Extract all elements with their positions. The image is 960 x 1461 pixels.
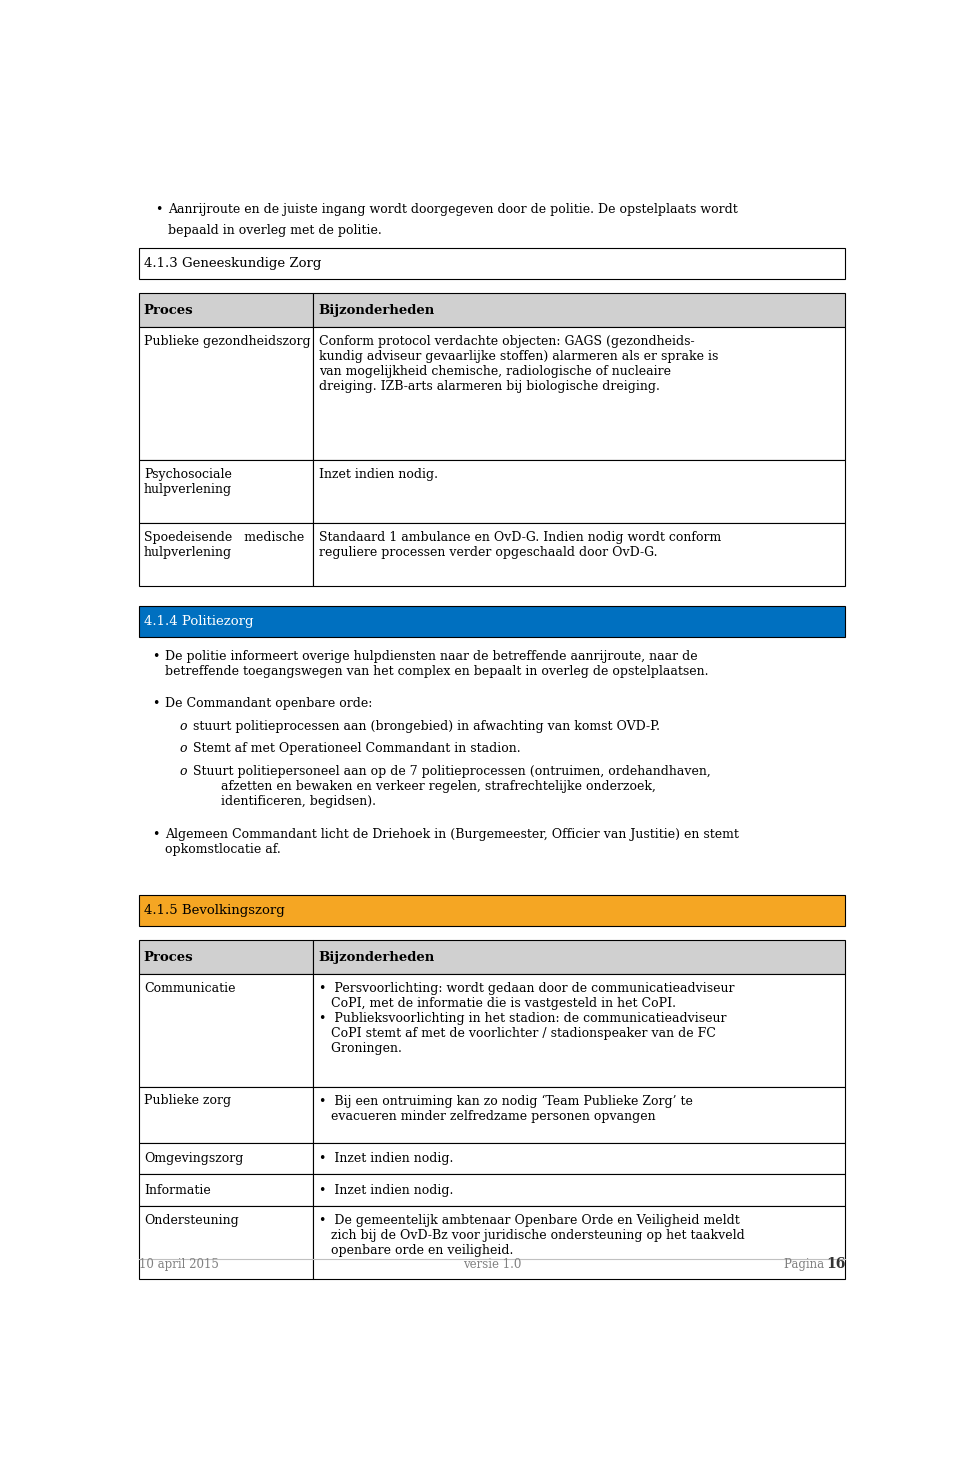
Text: Informatie: Informatie [144, 1183, 210, 1197]
Text: •  Inzet indien nodig.: • Inzet indien nodig. [319, 1183, 453, 1197]
Text: Inzet indien nodig.: Inzet indien nodig. [319, 468, 438, 481]
Text: Stuurt politiepersoneel aan op de 7 politieprocessen (ontruimen, ordehandhaven,
: Stuurt politiepersoneel aan op de 7 poli… [193, 764, 710, 808]
Text: Conform protocol verdachte objecten: GAGS (gezondheids-
kundig adviseur gevaarli: Conform protocol verdachte objecten: GAG… [319, 335, 718, 393]
Bar [313, 941, 846, 974]
Text: Psychosociale
hulpverlening: Psychosociale hulpverlening [144, 468, 232, 495]
Bar [313, 1175, 846, 1205]
Bar [313, 460, 846, 523]
Text: Pagina: Pagina [784, 1258, 832, 1271]
Text: Algemeen Commandant licht de Driehoek in (Burgemeester, Officier van Justitie) e: Algemeen Commandant licht de Driehoek in… [165, 828, 739, 856]
Text: Bijzonderheden: Bijzonderheden [319, 304, 435, 317]
Bar [138, 460, 313, 523]
Bar [138, 1205, 313, 1278]
Text: •: • [155, 203, 162, 216]
Bar [138, 974, 313, 1087]
Text: 4.1.4 Politiezorg: 4.1.4 Politiezorg [144, 615, 253, 628]
Text: Spoedeisende   medische
hulpverlening: Spoedeisende medische hulpverlening [144, 530, 304, 558]
Bar [138, 294, 313, 327]
Text: Bijzonderheden: Bijzonderheden [319, 951, 435, 964]
Text: o: o [180, 742, 187, 755]
Bar [138, 327, 313, 460]
Text: •: • [152, 650, 159, 663]
Text: o: o [180, 764, 187, 777]
Text: De Commandant openbare orde:: De Commandant openbare orde: [165, 697, 372, 710]
Text: •  De gemeentelijk ambtenaar Openbare Orde en Veiligheid meldt
   zich bij de Ov: • De gemeentelijk ambtenaar Openbare Ord… [319, 1214, 744, 1256]
Text: Proces: Proces [144, 951, 193, 964]
Text: 10 april 2015: 10 april 2015 [138, 1258, 219, 1271]
Text: stuurt politieprocessen aan (brongebied) in afwachting van komst OVD-P.: stuurt politieprocessen aan (brongebied)… [193, 720, 660, 733]
Bar [138, 1087, 313, 1143]
Bar [138, 606, 846, 637]
Text: Proces: Proces [144, 304, 193, 317]
Text: •  Persvoorlichting: wordt gedaan door de communicatieadviseur
   CoPI, met de i: • Persvoorlichting: wordt gedaan door de… [319, 982, 734, 1055]
Text: •  Inzet indien nodig.: • Inzet indien nodig. [319, 1153, 453, 1164]
Text: bepaald in overleg met de politie.: bepaald in overleg met de politie. [168, 224, 382, 237]
Text: Communicatie: Communicatie [144, 982, 235, 995]
Text: 4.1.5 Bevolkingszorg: 4.1.5 Bevolkingszorg [144, 904, 284, 918]
Bar [313, 294, 846, 327]
Bar [313, 1143, 846, 1175]
Bar [313, 974, 846, 1087]
Text: •: • [152, 828, 159, 840]
Text: •  Bij een ontruiming kan zo nodig ‘Team Publieke Zorg’ te
   evacueren minder z: • Bij een ontruiming kan zo nodig ‘Team … [319, 1094, 692, 1122]
Bar [313, 1205, 846, 1278]
Text: versie 1.0: versie 1.0 [463, 1258, 521, 1271]
Text: Standaard 1 ambulance en OvD-G. Indien nodig wordt conform
reguliere processen v: Standaard 1 ambulance en OvD-G. Indien n… [319, 530, 721, 558]
Bar [138, 1175, 313, 1205]
Text: Aanrijroute en de juiste ingang wordt doorgegeven door de politie. De opstelplaa: Aanrijroute en de juiste ingang wordt do… [168, 203, 738, 216]
Text: •: • [152, 697, 159, 710]
Text: 16: 16 [826, 1256, 846, 1271]
Text: Omgevingszorg: Omgevingszorg [144, 1153, 243, 1164]
Bar [313, 523, 846, 586]
Text: Publieke gezondheidszorg: Publieke gezondheidszorg [144, 335, 310, 348]
Bar [313, 327, 846, 460]
Bar [138, 523, 313, 586]
Text: De politie informeert overige hulpdiensten naar de betreffende aanrijroute, naar: De politie informeert overige hulpdienst… [165, 650, 708, 678]
Text: Publieke zorg: Publieke zorg [144, 1094, 231, 1107]
Bar [138, 248, 846, 279]
Text: o: o [180, 720, 187, 733]
Bar [138, 896, 846, 926]
Text: Ondersteuning: Ondersteuning [144, 1214, 238, 1227]
Text: 4.1.3 Geneeskundige Zorg: 4.1.3 Geneeskundige Zorg [144, 257, 322, 270]
Bar [138, 941, 313, 974]
Bar [138, 1143, 313, 1175]
Bar [313, 1087, 846, 1143]
Text: Stemt af met Operationeel Commandant in stadion.: Stemt af met Operationeel Commandant in … [193, 742, 520, 755]
